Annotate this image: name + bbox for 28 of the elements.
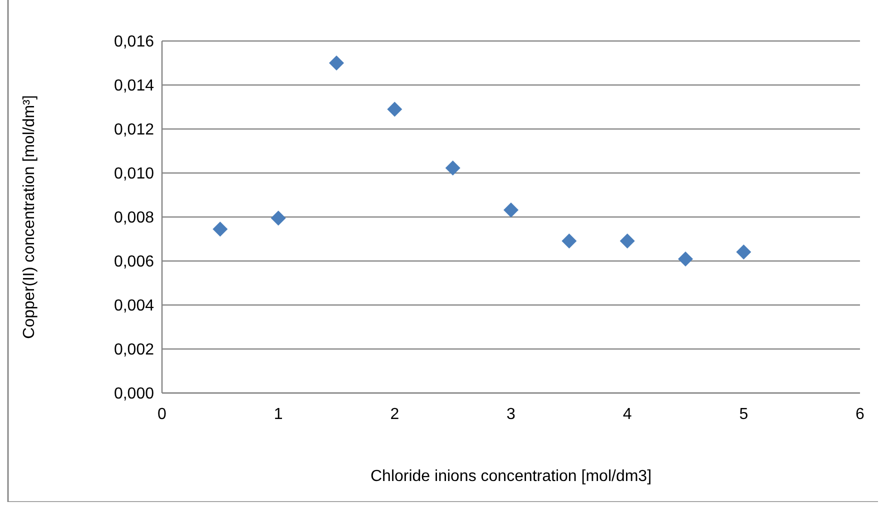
point <box>678 252 693 267</box>
x-tick-label: 6 <box>856 406 865 423</box>
y-tick-label: 0,008 <box>114 210 154 227</box>
y-tick-label: 0,016 <box>114 34 154 51</box>
point <box>504 202 518 218</box>
point <box>212 222 228 237</box>
y-tick-label: 0,004 <box>114 298 154 315</box>
y-tick-label: 0,002 <box>114 342 154 359</box>
y-tick-label: 0,010 <box>114 166 154 183</box>
point <box>329 56 344 70</box>
point <box>387 102 402 117</box>
x-axis-title: Chloride inions concentration [mol/dm3] <box>370 468 652 485</box>
x-tick-label: 0 <box>158 406 167 423</box>
x-tick-label: 2 <box>390 406 400 423</box>
y-tick-label: 0,012 <box>114 122 154 139</box>
x-tick-label: 5 <box>739 406 748 423</box>
y-tick-label: 0,014 <box>114 78 154 95</box>
point <box>270 210 286 226</box>
point <box>562 233 577 248</box>
point <box>620 233 635 248</box>
y-axis-title: Copper(II) concentration [mol/dm³] <box>21 95 38 339</box>
point <box>445 160 460 176</box>
y-tick-label: 0,000 <box>114 386 154 403</box>
y-tick-label: 0,006 <box>114 254 154 271</box>
x-tick-label: 1 <box>274 406 283 423</box>
x-tick-label: 3 <box>506 406 516 423</box>
x-tick-label: 4 <box>622 406 632 423</box>
point <box>736 244 752 260</box>
